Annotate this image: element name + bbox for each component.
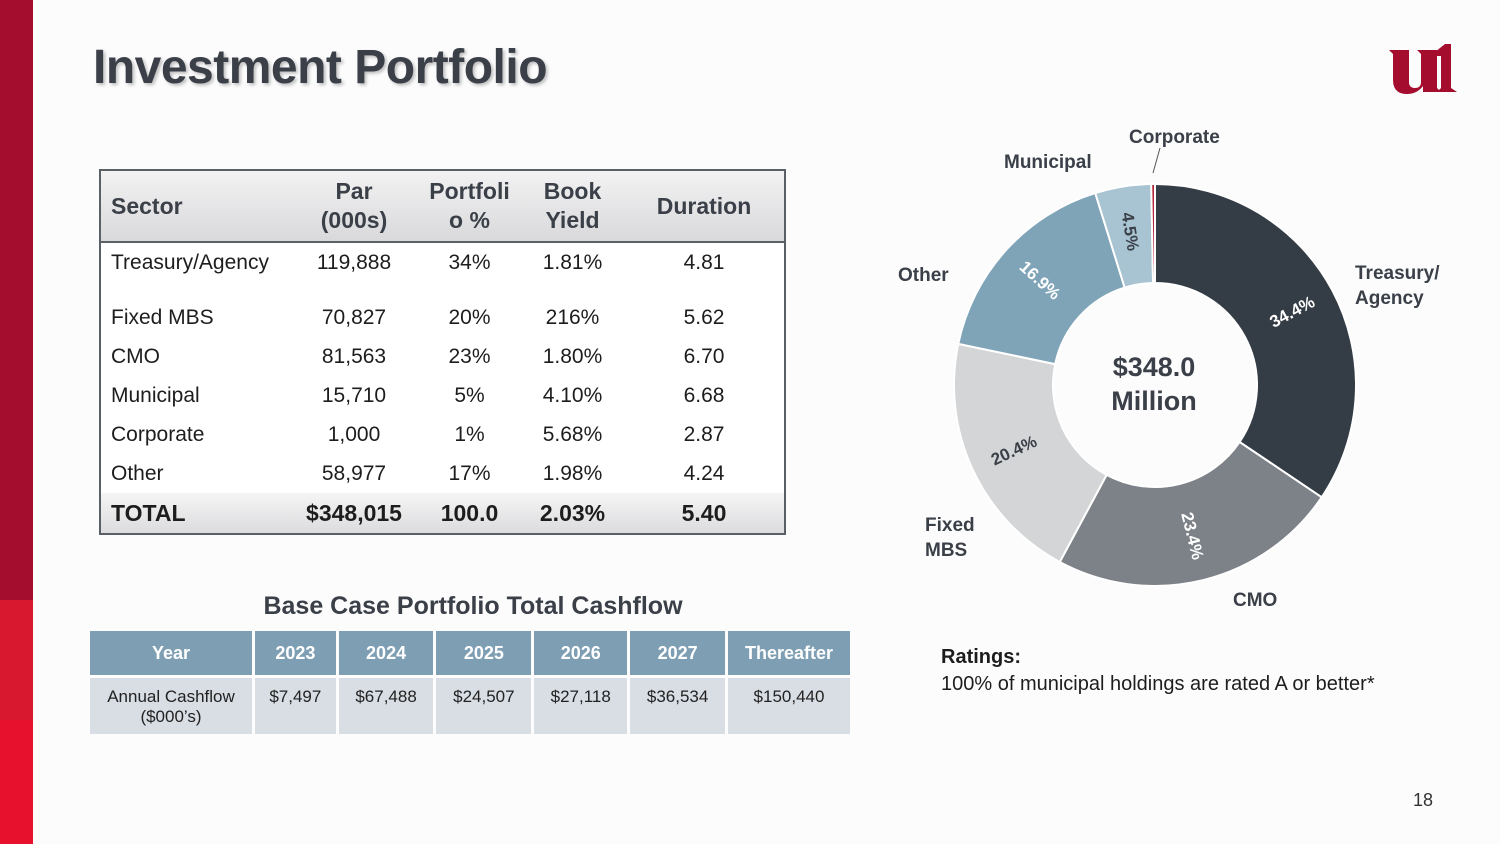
cell-book-yield: 216% [545,305,600,329]
col-header-thereafter: Thereafter [728,631,850,678]
cell-duration: 4.24 [683,461,725,485]
cashflow-row: Annual Cashflow ($000’s) $7,497 $67,488 … [90,678,850,734]
cell-sector: CMO [111,344,160,368]
cell-book-yield: 2.03% [521,493,624,534]
cell-par: $348,015 [290,493,418,534]
cell-par: 81,563 [321,344,387,368]
col-header-par: Par (000s) [290,170,418,243]
cell-duration: 5.62 [683,305,725,329]
page-title: Investment Portfolio [93,41,548,94]
donut-slice [1058,440,1324,587]
cell-par: 119,888 [316,251,392,274]
col-header-duration: Duration [624,170,785,243]
slice-name-cmo: CMO [1233,590,1278,611]
col-header-sector: Sector [100,170,290,243]
cell-par: 15,710 [321,383,387,407]
cell-duration: 6.70 [683,344,725,368]
slice-name-treasury: Treasury/ Agency [1355,263,1440,309]
slice-name-corporate: Corporate [1129,127,1220,148]
company-logo [1389,44,1457,94]
cell-par: 58,977 [321,461,387,485]
col-header-year: Year [90,631,252,678]
col-header-year: 2027 [630,631,725,678]
cell-sector: Corporate [111,422,205,446]
cell-duration: 2.87 [683,422,725,446]
cell-portfolio: 23% [448,344,491,368]
cell-par: 70,827 [321,305,387,329]
donut-slice [1154,182,1357,499]
table-row: Fixed MBS 70,827 20% 216% 5.62 [100,298,785,337]
cell-portfolio: 20% [448,305,491,329]
cashflow-cell: $150,440 [728,678,850,734]
ratings-note: Ratings: 100% of municipal holdings are … [941,644,1375,698]
brand-side-bar-segment [0,720,33,844]
slice-name-municipal: Municipal [1004,152,1092,173]
col-header-portfolio: Portfoli o % [418,170,521,243]
cell-portfolio: 100.0 [418,493,521,534]
ratings-heading: Ratings: [941,646,1021,668]
cell-sector: TOTAL [100,493,290,534]
donut-slice [953,342,1109,564]
cell-sector: Other [111,461,164,485]
cashflow-cell: $24,507 [436,678,532,734]
cell-duration: 5.40 [624,493,785,534]
cashflow-header-row: Year 2023 2024 2025 2026 2027 Thereafter [90,631,850,678]
table-row: CMO 81,563 23% 1.80% 6.70 [100,337,785,376]
cell-portfolio: 34% [448,251,491,274]
cell-duration: 4.81 [683,251,725,274]
table-row: Treasury/Agency 119,888 34% 1.81% 4.81 [100,242,785,298]
cashflow-row-label: Annual Cashflow ($000’s) [90,678,252,734]
cell-sector: Municipal [111,383,200,407]
cell-sector: Fixed MBS [111,305,214,329]
cashflow-cell: $27,118 [534,678,628,734]
table-row: Municipal 15,710 5% 4.10% 6.68 [100,376,785,415]
brand-side-bar [0,0,33,844]
cell-book-yield: 1.98% [542,461,603,485]
cashflow-title: Base Case Portfolio Total Cashflow [263,592,683,620]
cell-book-yield: 1.81% [542,251,603,274]
col-header-year: 2023 [255,631,336,678]
cashflow-table: Year 2023 2024 2025 2026 2027 Thereafter… [87,631,853,734]
cashflow-cell: $67,488 [338,678,434,734]
col-header-year: 2024 [338,631,434,678]
total-row: TOTAL $348,015 100.0 2.03% 5.40 [100,493,785,534]
cell-duration: 6.68 [683,383,725,407]
sector-table: Sector Par (000s) Portfoli o % Book Yiel… [99,169,786,535]
col-header-year: 2026 [534,631,628,678]
table-row: Corporate 1,000 1% 5.68% 2.87 [100,415,785,454]
ratings-text: 100% of municipal holdings are rated A o… [941,673,1375,695]
cashflow-cell: $7,497 [255,678,336,734]
cell-book-yield: 1.80% [542,344,603,368]
cell-portfolio: 1% [454,422,485,446]
corporate-leader-line [1152,147,1161,174]
table-row: Other 58,977 17% 1.98% 4.24 [100,454,785,493]
slice-name-fixed-mbs: Fixed MBS [925,515,975,561]
cell-sector: Treasury/Agency [111,251,269,274]
cell-par: 1,000 [327,422,381,446]
table-header-row: Sector Par (000s) Portfoli o % Book Yiel… [100,170,785,243]
slice-name-other: Other [898,265,949,286]
cell-portfolio: 17% [448,461,491,485]
donut-center-label: $348.0 Million [1111,352,1197,416]
brand-side-bar-segment [0,600,33,720]
portfolio-donut-chart: 34.4%23.4%20.4%16.9%4.5% [953,182,1357,587]
donut-slice [1150,182,1156,285]
col-header-year: 2025 [436,631,532,678]
donut-slice [957,191,1126,366]
col-header-book-yield: Book Yield [521,170,624,243]
cashflow-cell: $36,534 [630,678,725,734]
cell-portfolio: 5% [454,383,485,407]
cell-book-yield: 4.10% [542,383,603,407]
cell-book-yield: 5.68% [542,422,603,446]
page-number: 18 [1413,790,1434,810]
